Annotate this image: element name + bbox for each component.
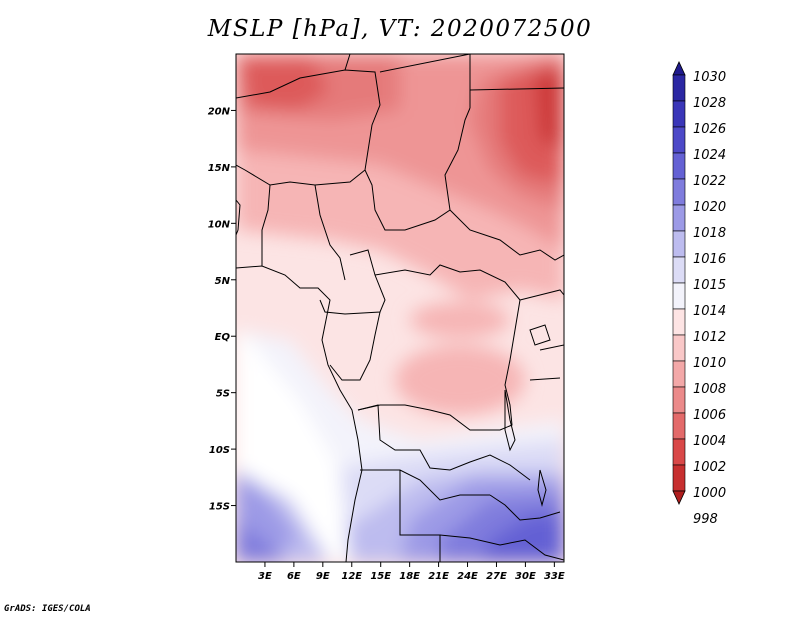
colorbar-label: 1016 <box>693 252 726 267</box>
x-tick-label: 6E <box>287 571 301 582</box>
y-tick-label: 10N <box>208 219 231 230</box>
drc-east <box>357 299 521 431</box>
angola-border <box>357 404 531 481</box>
x-tick-label: 30E <box>515 571 536 582</box>
east-africa <box>519 289 564 381</box>
x-tick-label: 12E <box>341 571 362 582</box>
lake-malawi <box>537 469 547 507</box>
chad-sudan <box>364 107 471 231</box>
y-axis: 20N 15N 10N 5N EQ 5S 10S 15S <box>208 106 236 513</box>
colorbar-box <box>672 438 686 466</box>
colorbar-box <box>672 282 686 310</box>
pressure-field <box>236 54 564 562</box>
y-tick-label: 15S <box>209 502 230 513</box>
x-axis: 3E 6E 9E 12E 15E 18E 21E 24E 27E 30E 33E <box>258 562 565 582</box>
lake-tanganyika <box>504 389 516 452</box>
colorbar-label: 1012 <box>693 330 726 345</box>
colorbar-label: 1008 <box>693 382 726 397</box>
southern-borders <box>439 534 564 561</box>
colorbar-label: 1026 <box>693 122 726 137</box>
west-coast <box>236 265 363 562</box>
colorbar-box <box>672 308 686 336</box>
egypt-sudan <box>469 87 564 91</box>
country-borders <box>236 54 564 562</box>
colorbar-label: 1014 <box>693 304 726 319</box>
y-tick-label: 5S <box>216 389 230 400</box>
colorbar-label: 1030 <box>693 70 726 85</box>
colorbar-box <box>672 178 686 206</box>
colorbar-box <box>672 412 686 440</box>
colorbar-box <box>672 126 686 154</box>
x-tick-label: 21E <box>428 571 449 582</box>
band-1004-nw <box>240 58 330 110</box>
colorbar-label: 1022 <box>693 174 726 189</box>
car-sudan <box>374 264 521 301</box>
colorbar-box <box>672 230 686 258</box>
colorbar-bottom-arrow <box>672 490 686 505</box>
x-tick-label: 24E <box>457 571 478 582</box>
colorbar-label: 1010 <box>693 356 726 371</box>
colorbar-label: 1004 <box>693 434 726 449</box>
angola-namibia <box>360 469 490 501</box>
colorbar-label: 1002 <box>693 460 726 475</box>
congo-drc <box>329 311 381 381</box>
colorbar-box <box>672 464 686 492</box>
colorbar-box <box>672 204 686 232</box>
colorbar-box <box>672 74 686 102</box>
colorbar-label: 998 <box>693 512 718 527</box>
ocean-ridge <box>236 330 350 562</box>
colorbar-box <box>672 386 686 414</box>
colorbar-box <box>672 100 686 128</box>
colorbar-top-arrow <box>672 61 686 76</box>
x-tick-label: 15E <box>370 571 391 582</box>
sudan-south <box>449 209 564 261</box>
colorbar-box <box>672 256 686 284</box>
x-tick-label: 18E <box>399 571 420 582</box>
colorbar-label: 1018 <box>693 226 726 241</box>
map-frame <box>235 53 565 563</box>
band-1020 <box>236 520 290 562</box>
x-tick-label: 27E <box>486 571 507 582</box>
colorbar-label: 1000 <box>693 486 726 501</box>
zambia-zimbabwe <box>489 494 561 521</box>
band-1002-ne <box>535 70 564 150</box>
libya-chad <box>344 54 471 108</box>
niger-border <box>236 69 381 186</box>
colorbar-label: 1020 <box>693 200 726 215</box>
colorbar-box <box>672 152 686 180</box>
colorbar: 1030 1028 1026 1024 1022 1020 1018 1016 1015 1014… <box>672 61 726 527</box>
y-tick-label: EQ <box>215 332 231 343</box>
footer-credit: GrADS: IGES/COLA <box>4 604 91 614</box>
x-tick-label: 33E <box>544 571 565 582</box>
west-africa-coast <box>236 199 241 236</box>
nigeria-cameroon <box>261 184 346 281</box>
colorbar-box <box>672 360 686 388</box>
band-1022 <box>480 515 564 562</box>
chart-title: MSLP [hPa], VT: 2020072500 <box>207 16 593 42</box>
y-tick-label: 5N <box>215 276 231 287</box>
x-tick-label: 9E <box>316 571 330 582</box>
y-tick-label: 10S <box>209 445 230 456</box>
y-tick-label: 20N <box>208 106 231 117</box>
x-tick-label: 3E <box>258 571 272 582</box>
cameroon-car <box>319 249 386 315</box>
band-1010-west <box>410 302 510 338</box>
colorbar-label: 1024 <box>693 148 726 163</box>
colorbar-box <box>672 334 686 362</box>
band-1010-central <box>395 345 525 415</box>
lake-victoria <box>529 324 551 346</box>
colorbar-label: 1006 <box>693 408 726 423</box>
colorbar-label: 1015 <box>693 278 726 293</box>
botswana-namibia <box>399 470 441 562</box>
colorbar-label: 1028 <box>693 96 726 111</box>
y-tick-label: 15N <box>208 163 231 174</box>
